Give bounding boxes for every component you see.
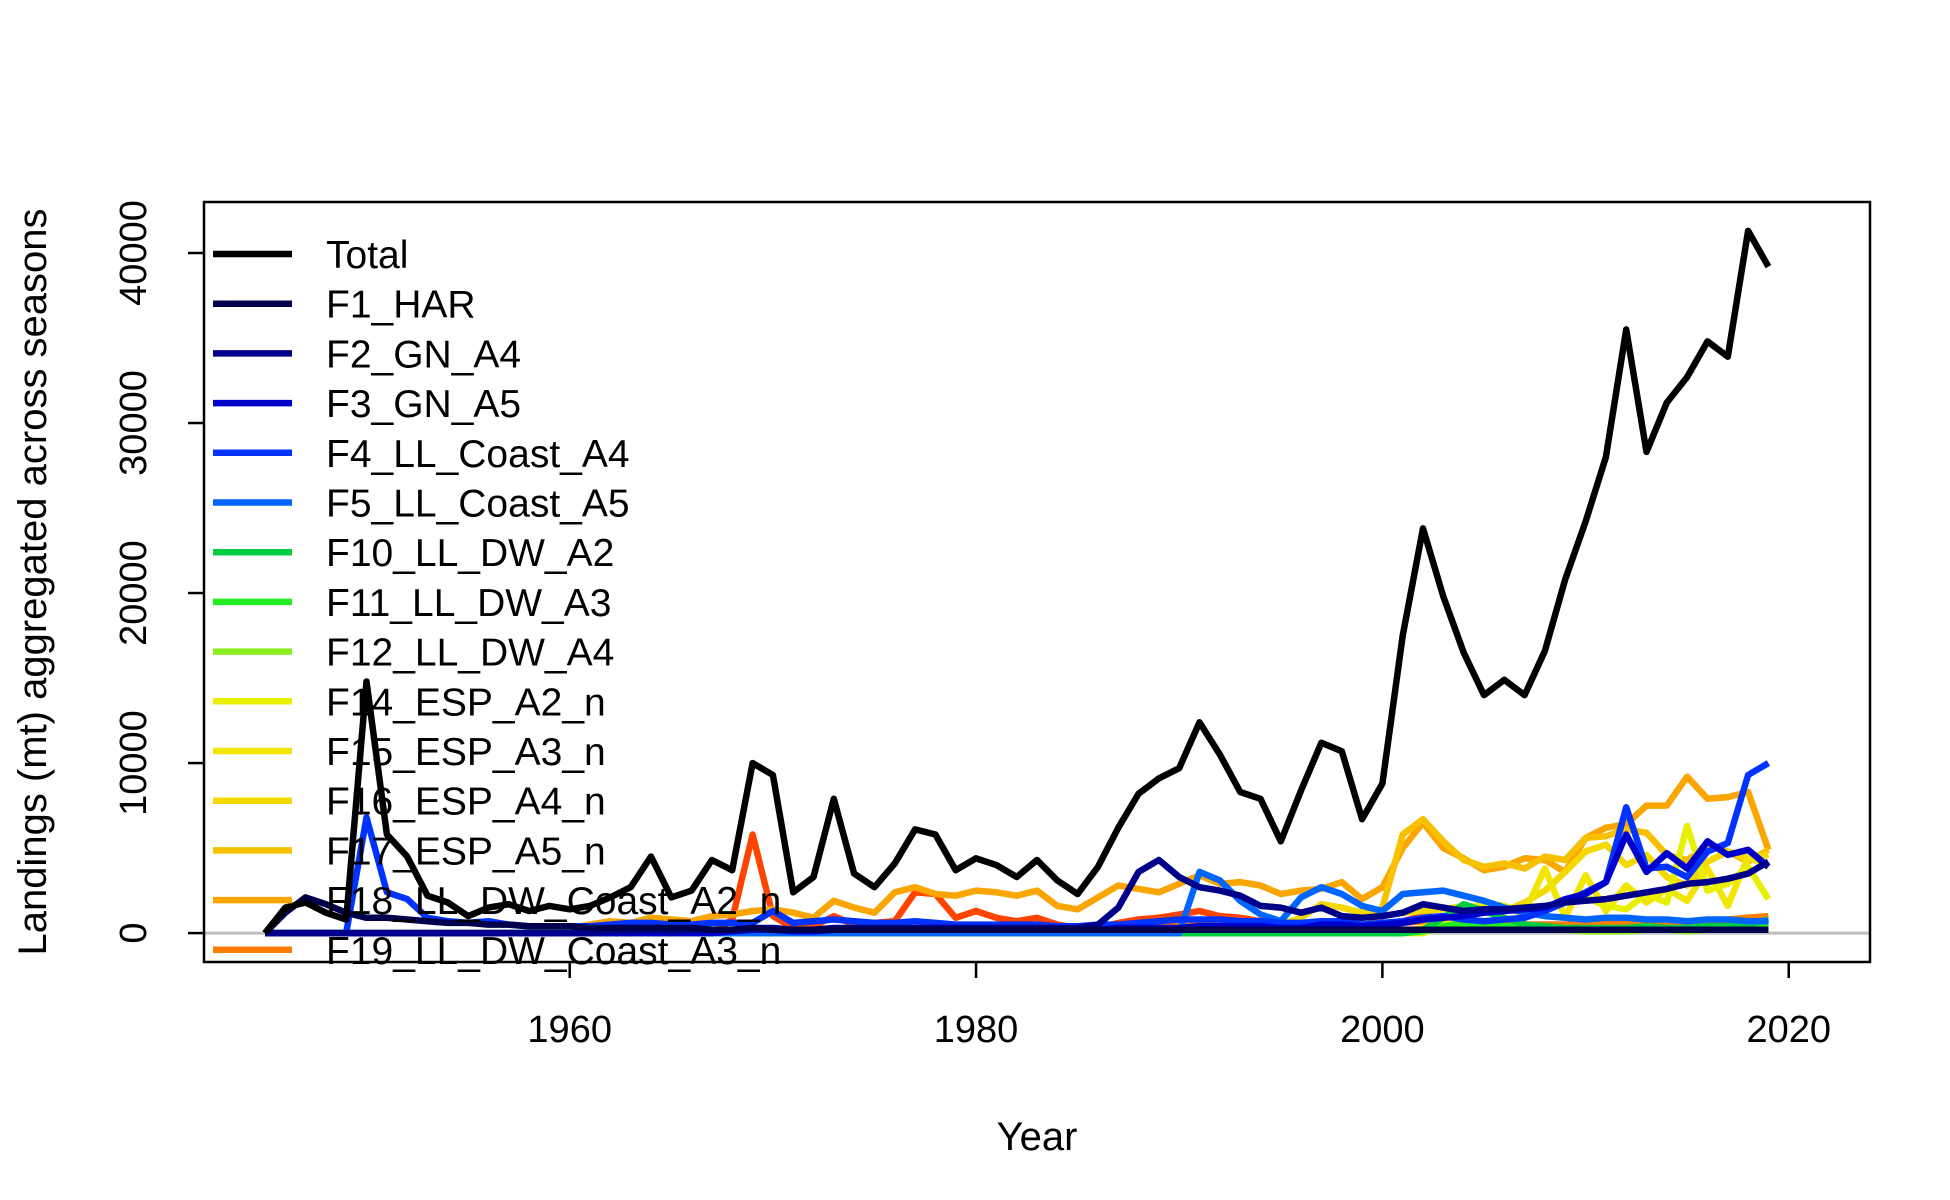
y-axis-title: Landings (mt) aggregated across seasons — [11, 208, 55, 955]
legend-item-f2-gn-a4: F2_GN_A4 — [213, 333, 521, 376]
series-group — [262, 227, 1772, 937]
legend-item-f19-ll-dw-coast-a3-n: F19_LL_DW_Coast_A3_n — [213, 930, 781, 973]
legend-label: F14_ESP_A2_n — [326, 681, 606, 724]
x-tick-label: 1960 — [527, 1009, 612, 1051]
legend-item-f3-gn-a5: F3_GN_A5 — [213, 383, 521, 426]
y-axis: 0 10000 20000 30000 40000 — [113, 200, 204, 944]
y-tick-label: 20000 — [113, 540, 155, 646]
legend-label: F5_LL_Coast_A5 — [326, 483, 630, 526]
x-axis: 1960 1980 2000 2020 — [527, 962, 1831, 1051]
legend-label: F4_LL_Coast_A4 — [326, 433, 630, 476]
legend-label: Total — [326, 234, 408, 277]
legend-label: F17_ESP_A5_n — [326, 830, 606, 873]
series-line-f1-har — [262, 894, 1769, 936]
legend-item-f11-ll-dw-a3: F11_LL_DW_A3 — [213, 582, 611, 625]
legend-label: F19_LL_DW_Coast_A3_n — [326, 930, 781, 973]
legend-item-f17-esp-a5-n: F17_ESP_A5_n — [213, 830, 606, 873]
x-axis-title: Year — [997, 1115, 1078, 1159]
legend-label: F3_GN_A5 — [326, 383, 521, 426]
legend: Total F1_HAR F2_GN_A4 F3_GN_A5 F4_LL_Coast_A… — [213, 234, 781, 973]
x-tick-label: 2000 — [1340, 1009, 1425, 1051]
y-tick-label: 30000 — [113, 370, 155, 476]
legend-label: F15_ESP_A3_n — [326, 731, 606, 774]
legend-label: F12_LL_DW_A4 — [326, 632, 614, 675]
legend-label: F2_GN_A4 — [326, 333, 521, 376]
legend-item-f15-esp-a3-n: F15_ESP_A3_n — [213, 731, 606, 774]
y-tick-label: 0 — [113, 923, 155, 944]
legend-item-f4-ll-coast-a4: F4_LL_Coast_A4 — [213, 433, 630, 476]
legend-label: F11_LL_DW_A3 — [326, 582, 611, 625]
y-tick-label: 40000 — [113, 200, 155, 306]
y-tick-label: 10000 — [113, 710, 155, 816]
legend-label: F1_HAR — [326, 284, 476, 327]
plot-frame — [202, 200, 1872, 964]
legend-item-f5-ll-coast-a5: F5_LL_Coast_A5 — [213, 483, 630, 526]
legend-item-f18-ll-dw-coast-a2-n: F18_LL_DW_Coast_A2_n — [213, 880, 781, 923]
series-line-total — [262, 227, 1772, 936]
legend-item-f12-ll-dw-a4: F12_LL_DW_A4 — [213, 632, 614, 675]
x-tick-label: 1980 — [934, 1009, 1019, 1051]
legend-label: F18_LL_DW_Coast_A2_n — [326, 880, 781, 923]
legend-item-f16-esp-a4-n: F16_ESP_A4_n — [213, 781, 606, 824]
x-tick-label: 2020 — [1746, 1009, 1831, 1051]
legend-item-f14-esp-a2-n: F14_ESP_A2_n — [213, 681, 606, 724]
legend-item-total: Total — [213, 234, 408, 277]
legend-label: F16_ESP_A4_n — [326, 781, 606, 824]
legend-item-f10-ll-dw-a2: F10_LL_DW_A2 — [213, 532, 614, 575]
legend-item-f1-har: F1_HAR — [213, 284, 476, 327]
legend-label: F10_LL_DW_A2 — [326, 532, 614, 575]
